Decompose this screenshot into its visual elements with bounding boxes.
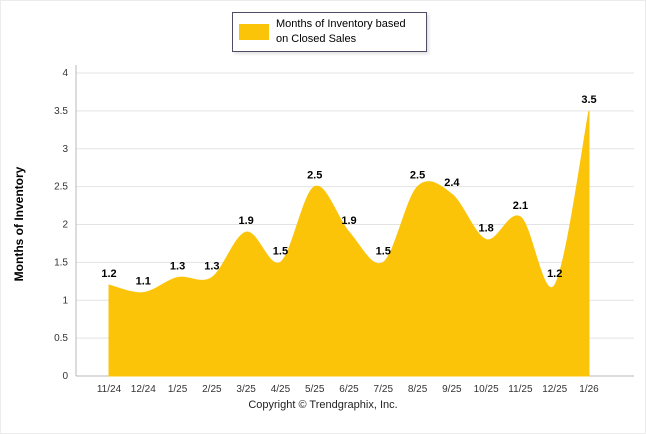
x-tick-label: 6/25 [339,384,359,395]
data-label: 2.1 [513,200,528,212]
x-tick-label: 7/25 [374,384,394,395]
legend-swatch-icon [239,23,269,40]
y-tick-label: 1.5 [54,257,68,268]
x-tick-label: 3/25 [236,384,256,395]
y-tick-label: 3.5 [54,106,68,117]
x-tick-label: 8/25 [408,384,428,395]
data-label: 1.9 [238,215,253,227]
y-tick-label: 0.5 [54,333,68,344]
legend: Months of Inventory based on Closed Sale… [232,12,427,52]
x-tick-label: 1/25 [168,384,188,395]
x-tick-label: 1/26 [579,384,599,395]
area-series [108,110,590,377]
x-tick-label: 12/25 [542,384,567,395]
x-tick-label: 9/25 [442,384,462,395]
data-label: 1.1 [136,276,151,288]
legend-label: Months of Inventory based on Closed Sale… [276,18,406,45]
data-label: 2.4 [444,177,460,189]
y-tick-label: 3 [62,144,68,155]
x-tick-label: 11/25 [508,384,533,395]
x-tick-label: 10/25 [474,384,499,395]
data-label: 1.5 [273,245,288,257]
data-label: 1.9 [341,215,356,227]
x-tick-label: 4/25 [271,384,291,395]
data-label: 1.3 [204,261,219,273]
y-tick-label: 2 [62,220,68,231]
data-label: 3.5 [581,94,596,106]
x-tick-label: 5/25 [305,384,325,395]
x-tick-label: 2/25 [202,384,222,395]
data-label: 1.3 [170,261,185,273]
data-label: 2.5 [410,170,425,182]
data-label: 1.2 [101,268,116,280]
y-tick-label: 0 [62,371,68,382]
data-label: 1.2 [547,268,562,280]
y-tick-label: 4 [62,68,68,79]
x-tick-label: 12/24 [131,384,156,395]
y-tick-label: 1 [62,295,68,306]
y-tick-label: 2.5 [54,182,68,193]
data-label: 2.5 [307,170,322,182]
x-tick-label: 11/24 [97,384,122,395]
copyright-text: Copyright © Trendgraphix, Inc. [248,399,398,411]
data-label: 1.5 [376,245,391,257]
data-label: 1.8 [478,223,493,235]
